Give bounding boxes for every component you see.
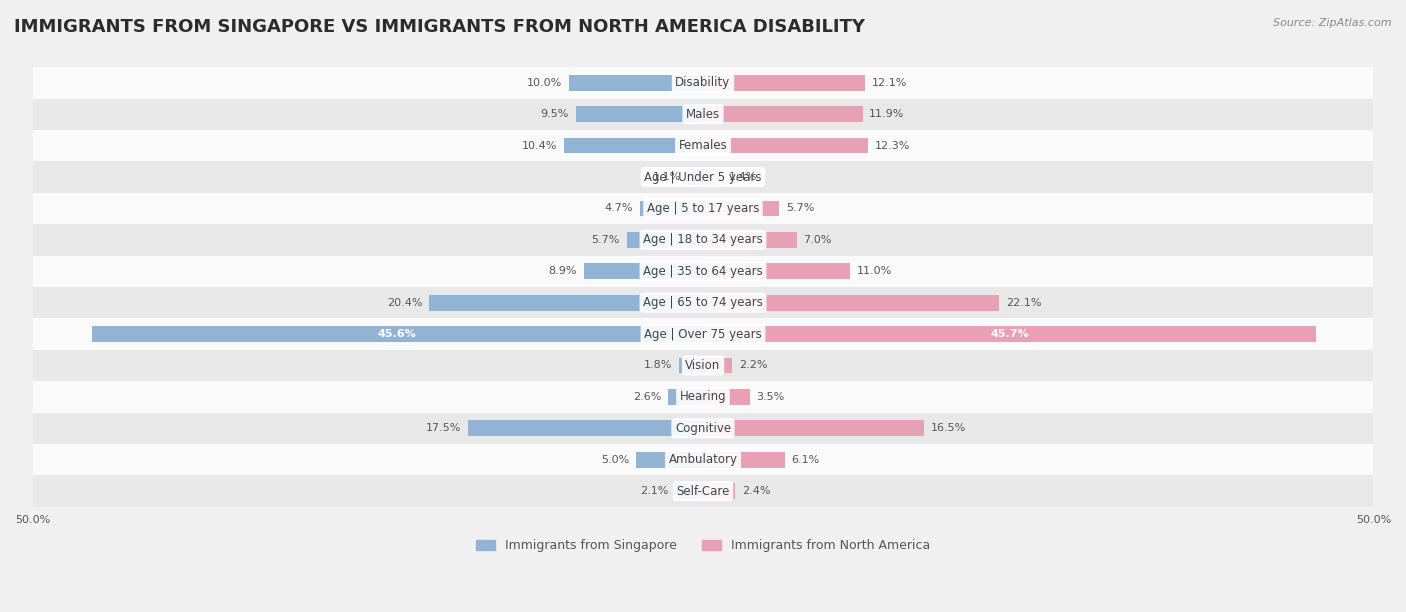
Text: Vision: Vision — [685, 359, 721, 372]
Bar — [703, 106, 862, 122]
Bar — [703, 263, 851, 279]
Text: 1.4%: 1.4% — [728, 172, 756, 182]
Bar — [703, 420, 924, 436]
Bar — [703, 295, 1000, 310]
Text: 1.1%: 1.1% — [654, 172, 682, 182]
Text: 17.5%: 17.5% — [426, 424, 461, 433]
Text: 16.5%: 16.5% — [931, 424, 966, 433]
Bar — [32, 256, 1374, 287]
Text: 5.0%: 5.0% — [600, 455, 630, 465]
Text: Females: Females — [679, 139, 727, 152]
Bar — [675, 483, 703, 499]
Bar — [703, 452, 785, 468]
Text: 45.7%: 45.7% — [990, 329, 1029, 339]
Bar — [703, 201, 779, 216]
Text: Disability: Disability — [675, 76, 731, 89]
Text: Self-Care: Self-Care — [676, 485, 730, 498]
Text: 4.7%: 4.7% — [605, 203, 633, 214]
Bar — [569, 75, 703, 91]
Text: Age | 5 to 17 years: Age | 5 to 17 years — [647, 202, 759, 215]
Bar — [32, 67, 1374, 99]
Bar — [91, 326, 703, 342]
Bar — [32, 287, 1374, 318]
Text: Age | 65 to 74 years: Age | 65 to 74 years — [643, 296, 763, 309]
Bar — [32, 444, 1374, 476]
Bar — [679, 357, 703, 373]
Bar — [564, 138, 703, 154]
Text: 11.9%: 11.9% — [869, 109, 904, 119]
Text: 6.1%: 6.1% — [792, 455, 820, 465]
Text: Age | Under 5 years: Age | Under 5 years — [644, 171, 762, 184]
Text: Ambulatory: Ambulatory — [668, 453, 738, 466]
Bar — [636, 452, 703, 468]
Text: Source: ZipAtlas.com: Source: ZipAtlas.com — [1274, 18, 1392, 28]
Text: 2.6%: 2.6% — [633, 392, 661, 402]
Text: Cognitive: Cognitive — [675, 422, 731, 435]
Bar — [32, 318, 1374, 350]
Bar — [32, 162, 1374, 193]
Bar — [32, 224, 1374, 256]
Bar — [32, 193, 1374, 224]
Bar — [32, 350, 1374, 381]
Text: 45.6%: 45.6% — [378, 329, 416, 339]
Bar — [640, 201, 703, 216]
Text: Males: Males — [686, 108, 720, 121]
Text: Age | 18 to 34 years: Age | 18 to 34 years — [643, 233, 763, 247]
Bar — [703, 75, 865, 91]
Bar — [703, 232, 797, 248]
Bar — [583, 263, 703, 279]
Text: 9.5%: 9.5% — [540, 109, 569, 119]
Text: 5.7%: 5.7% — [592, 235, 620, 245]
Bar — [703, 483, 735, 499]
Bar — [627, 232, 703, 248]
Text: 11.0%: 11.0% — [858, 266, 893, 276]
Bar — [703, 326, 1316, 342]
Bar — [575, 106, 703, 122]
Text: 2.1%: 2.1% — [640, 486, 668, 496]
Bar — [703, 138, 868, 154]
Text: 12.1%: 12.1% — [872, 78, 907, 88]
Text: 5.7%: 5.7% — [786, 203, 814, 214]
Bar — [703, 357, 733, 373]
Bar — [32, 99, 1374, 130]
Text: 10.4%: 10.4% — [522, 141, 557, 151]
Text: 2.2%: 2.2% — [740, 360, 768, 370]
Text: 12.3%: 12.3% — [875, 141, 910, 151]
Text: 20.4%: 20.4% — [387, 297, 423, 308]
Text: 3.5%: 3.5% — [756, 392, 785, 402]
Bar — [703, 169, 721, 185]
Bar — [32, 476, 1374, 507]
Text: Age | Over 75 years: Age | Over 75 years — [644, 327, 762, 341]
Text: 1.8%: 1.8% — [644, 360, 672, 370]
Bar — [668, 389, 703, 405]
Text: 7.0%: 7.0% — [804, 235, 832, 245]
Text: IMMIGRANTS FROM SINGAPORE VS IMMIGRANTS FROM NORTH AMERICA DISABILITY: IMMIGRANTS FROM SINGAPORE VS IMMIGRANTS … — [14, 18, 865, 36]
Bar — [703, 389, 749, 405]
Bar — [689, 169, 703, 185]
Bar — [468, 420, 703, 436]
Legend: Immigrants from Singapore, Immigrants from North America: Immigrants from Singapore, Immigrants fr… — [471, 534, 935, 558]
Text: Age | 35 to 64 years: Age | 35 to 64 years — [643, 265, 763, 278]
Text: 22.1%: 22.1% — [1007, 297, 1042, 308]
Bar — [32, 381, 1374, 412]
Bar — [32, 412, 1374, 444]
Text: 10.0%: 10.0% — [527, 78, 562, 88]
Text: 2.4%: 2.4% — [742, 486, 770, 496]
Text: Hearing: Hearing — [679, 390, 727, 403]
Bar — [429, 295, 703, 310]
Text: 8.9%: 8.9% — [548, 266, 576, 276]
Bar — [32, 130, 1374, 162]
